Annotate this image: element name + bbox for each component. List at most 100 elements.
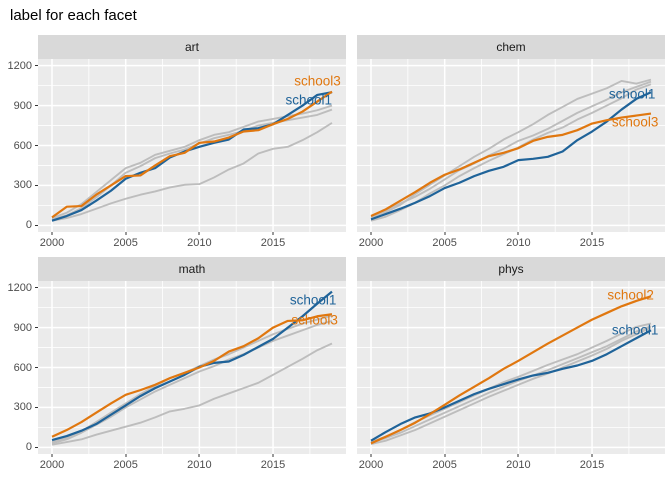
facet-strip-label: chem [496, 40, 526, 54]
y-tick-label: 600 [13, 361, 32, 374]
corner-spacer [5, 257, 38, 281]
series-line-school2 [371, 296, 651, 443]
series-line-other-2 [371, 326, 651, 442]
x-tick-label: 2015 [579, 459, 605, 471]
series-line-other-1 [371, 80, 651, 218]
x-tick-label: 2010 [506, 237, 531, 249]
x-tick-label: 2015 [260, 237, 286, 249]
y-tick-label: 1200 [7, 281, 32, 294]
chart-title: label for each facet [10, 7, 137, 24]
plot-area-chem [357, 59, 665, 232]
series-line-school1 [52, 92, 332, 220]
series-line-school3 [371, 114, 651, 216]
x-tick-mark [198, 454, 200, 457]
x-tick-mark [272, 232, 274, 235]
facet-strip-math: math [38, 257, 346, 281]
x-tick-mark [198, 232, 200, 235]
series-line-other-3 [52, 123, 332, 221]
x-tick-mark [272, 454, 274, 457]
x-tick-label: 2000 [358, 459, 384, 471]
x-tick-label: 2000 [39, 237, 65, 249]
x-tick-label: 2010 [506, 459, 531, 471]
x-tick-label: 2010 [187, 237, 212, 249]
panel-gap [346, 454, 357, 479]
y-tick-mark [35, 446, 38, 448]
panel-gap [346, 257, 357, 281]
plot-area-math [38, 281, 346, 454]
series-line-school1 [371, 92, 651, 219]
axis-spacer [5, 454, 38, 479]
panel-gap [346, 35, 357, 59]
y-tick-mark [35, 65, 38, 67]
x-tick-label: 2010 [187, 459, 212, 471]
y-tick-label: 0 [25, 219, 32, 232]
x-tick-mark [125, 232, 127, 235]
y-tick-label: 0 [25, 441, 32, 454]
axis-spacer [5, 232, 38, 257]
series-line-other-3 [52, 344, 332, 445]
x-axis-chem: 2000 2005 2010 2015 [357, 232, 665, 257]
y-tick-mark [35, 367, 38, 368]
series-line-school3 [52, 92, 332, 218]
x-tick-mark [517, 232, 519, 235]
x-tick-label: 2005 [432, 459, 457, 471]
x-tick-label: 2005 [113, 459, 138, 471]
x-tick-label: 2000 [39, 459, 65, 471]
y-tick-mark [35, 145, 38, 146]
facet-panel-phys: school2 school1 [357, 281, 665, 454]
series-line-school3 [52, 314, 332, 436]
series-line-school1 [371, 330, 651, 440]
x-tick-mark [591, 232, 593, 235]
facet-panel-chem: school1 school3 [357, 59, 665, 232]
y-tick-mark [35, 406, 38, 408]
y-tick-mark [35, 327, 38, 329]
y-tick-mark [35, 184, 38, 186]
y-tick-mark [35, 105, 38, 107]
y-tick-mark [35, 224, 38, 226]
series-line-other-3 [371, 84, 651, 220]
facet-strip-label: art [184, 40, 199, 54]
x-tick-mark [517, 454, 519, 457]
facet-strip-label: phys [498, 262, 524, 276]
panel-gap [346, 232, 357, 257]
x-tick-mark [370, 232, 372, 235]
series-line-other-3 [371, 328, 651, 444]
x-tick-mark [125, 454, 127, 457]
y-tick-mark [35, 287, 38, 289]
panel-gap [346, 59, 357, 232]
y-tick-label: 900 [13, 321, 32, 334]
panel-gap [346, 281, 357, 454]
series-line-other-2 [371, 82, 651, 218]
corner-spacer [5, 35, 38, 59]
x-tick-label: 2000 [358, 237, 384, 249]
plot-area-art [38, 59, 346, 232]
y-tick-label: 300 [13, 179, 32, 192]
x-tick-mark [51, 454, 53, 457]
y-tick-label: 600 [13, 139, 32, 152]
facet-panel-art: school3 school1 [38, 59, 346, 232]
x-axis-art: 2000 2005 2010 2015 [38, 232, 346, 257]
facet-grid: art chem 1200 900 600 300 0 school3 school1 s… [5, 35, 665, 479]
x-tick-label: 2005 [113, 237, 138, 249]
y-tick-label: 900 [13, 99, 32, 112]
x-axis-math: 2000 2005 2010 2015 [38, 454, 346, 479]
x-tick-mark [444, 454, 446, 457]
x-tick-label: 2015 [579, 237, 605, 249]
facet-panel-math: school1 school3 [38, 281, 346, 454]
x-tick-mark [51, 232, 53, 235]
y-axis-row1: 1200 900 600 300 0 [5, 59, 38, 232]
x-tick-mark [370, 454, 372, 457]
y-axis-row2: 1200 900 600 300 0 [5, 281, 38, 454]
y-tick-label: 300 [13, 401, 32, 414]
facet-strip-label: math [178, 262, 206, 276]
plot-area-phys [357, 281, 665, 454]
facet-strip-phys: phys [357, 257, 665, 281]
facet-strip-art: art [38, 35, 346, 59]
y-tick-label: 1200 [7, 59, 32, 72]
x-tick-mark [444, 232, 446, 235]
facet-strip-chem: chem [357, 35, 665, 59]
x-axis-phys: 2000 2005 2010 2015 [357, 454, 665, 479]
x-tick-mark [591, 454, 593, 457]
x-tick-label: 2005 [432, 237, 457, 249]
